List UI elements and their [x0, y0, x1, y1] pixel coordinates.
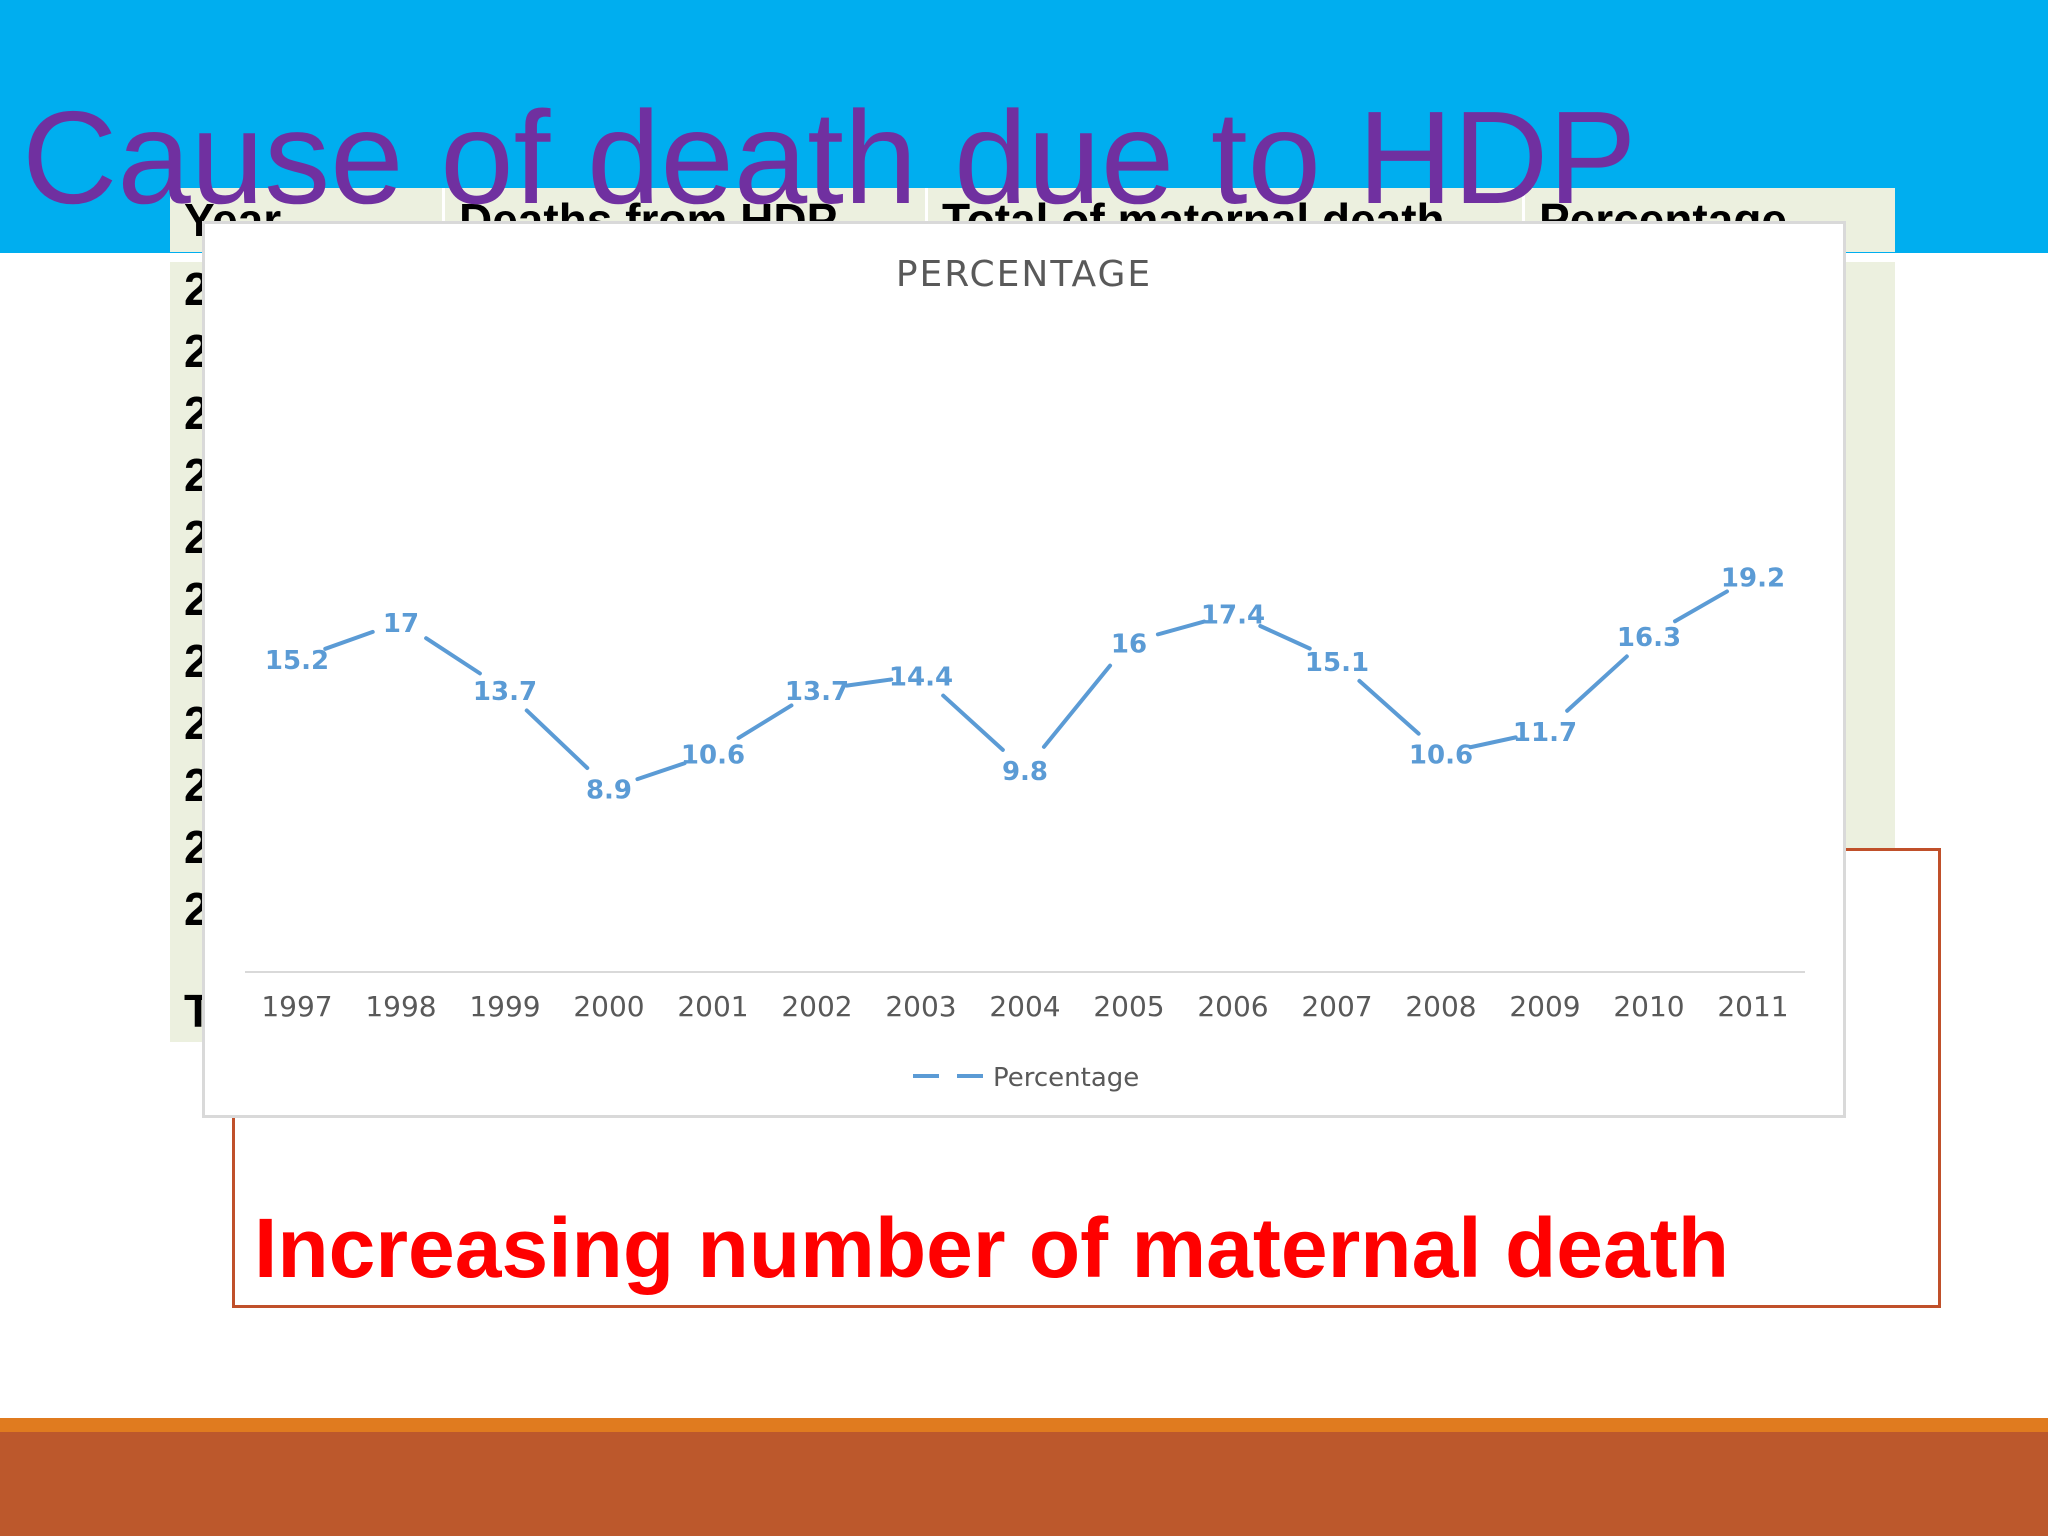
series-line-segment	[524, 708, 590, 770]
x-tick-label: 2002	[781, 990, 852, 1023]
series-line-segment	[941, 693, 1005, 752]
series-line-segment	[844, 677, 894, 688]
x-tick-label: 2003	[885, 990, 956, 1023]
series-line-segment	[1468, 735, 1518, 750]
x-tick-label: 1999	[469, 990, 540, 1023]
series-line-segment	[1357, 678, 1421, 736]
data-label: 11.7	[1513, 718, 1577, 748]
x-tick-label: 2007	[1301, 990, 1372, 1023]
x-tick-label: 1998	[365, 990, 436, 1023]
x-tick-label: 2000	[573, 990, 644, 1023]
chart-svg: PERCENTAGE 1997 1998 1999 2000 2001 2002 2003 20…	[245, 254, 1805, 1093]
line-chart: PERCENTAGE 1997 1998 1999 2000 2001 2002 2003 20…	[202, 221, 1846, 1118]
data-label: 8.9	[586, 776, 632, 806]
series-line-segment	[1155, 619, 1207, 637]
data-label: 10.6	[1409, 741, 1473, 771]
data-label: 15.2	[265, 646, 329, 676]
data-label: 17.4	[1201, 601, 1265, 631]
data-label: 13.7	[473, 677, 537, 707]
data-label: 14.4	[889, 662, 953, 692]
x-tick-label: 2009	[1509, 990, 1580, 1023]
data-label: 19.2	[1721, 563, 1785, 593]
series-line-segment	[1041, 663, 1113, 749]
x-tick-label: 2001	[677, 990, 748, 1023]
x-tick-label: 1997	[261, 990, 332, 1023]
bottom-stripe	[0, 1418, 2048, 1432]
legend-label: Percentage	[993, 1063, 1139, 1093]
x-tick-label: 2010	[1613, 990, 1684, 1023]
x-tick-label: 2006	[1197, 990, 1268, 1023]
data-label: 17	[383, 609, 419, 639]
series-line-segment	[1565, 654, 1629, 713]
series-line-segment	[635, 761, 687, 782]
data-label: 15.1	[1305, 648, 1369, 678]
series-line-segment	[1258, 623, 1312, 651]
data-label: 16	[1111, 629, 1147, 659]
series-line-segment	[1673, 589, 1729, 624]
x-tick-label: 2011	[1717, 990, 1788, 1023]
data-label: 9.8	[1002, 757, 1048, 787]
x-tick-label: 2005	[1093, 990, 1164, 1023]
data-label: 13.7	[785, 677, 849, 707]
x-tick-label: 2004	[989, 990, 1060, 1023]
series-line-segment	[323, 629, 375, 651]
x-tick-label: 2008	[1405, 990, 1476, 1023]
slide-title: Cause of death due to HDP	[22, 84, 1637, 231]
data-label: 10.6	[681, 741, 745, 771]
data-label: 16.3	[1617, 623, 1681, 653]
series-line-segment	[424, 636, 482, 676]
chart-title: PERCENTAGE	[896, 254, 1152, 295]
bottom-band	[0, 1432, 2048, 1536]
note-line-main: Increasing number of maternal death	[254, 1201, 1730, 1295]
series-line-segment	[736, 703, 794, 740]
